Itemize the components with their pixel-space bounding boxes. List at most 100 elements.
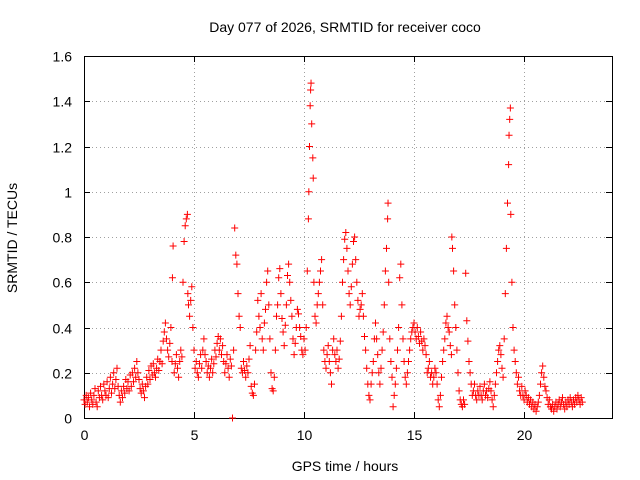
chart-title: Day 077 of 2026, SRMTID for receiver coc…: [209, 19, 481, 35]
data-point: [487, 387, 495, 395]
data-point: [463, 317, 471, 325]
data-point: [288, 312, 296, 320]
data-point: [491, 380, 499, 388]
data-point: [94, 387, 102, 395]
data-point: [90, 391, 98, 399]
data-point: [273, 312, 280, 320]
y-axis-label: SRMTID / TECUs: [4, 183, 20, 293]
data-point: [379, 328, 387, 336]
data-point: [508, 278, 516, 286]
data-point: [289, 335, 297, 343]
data-point: [425, 357, 433, 365]
data-point: [421, 342, 429, 350]
data-point: [279, 328, 287, 336]
data-point: [312, 319, 320, 327]
data-point: [170, 369, 178, 377]
data-point: [209, 369, 217, 377]
data-point: [131, 364, 139, 372]
data-point: [466, 369, 474, 377]
data-point: [109, 380, 117, 388]
data-point: [264, 267, 272, 275]
data-point: [385, 278, 393, 286]
data-point: [363, 364, 371, 372]
data-point: [103, 378, 111, 386]
data-point: [490, 391, 498, 399]
data-point: [350, 238, 357, 246]
data-point: [262, 305, 269, 313]
data-point: [315, 278, 323, 286]
data-point: [336, 337, 344, 345]
data-point: [339, 278, 346, 286]
data-point: [177, 346, 185, 354]
data-point: [185, 301, 192, 309]
data-point: [383, 244, 390, 252]
data-point: [345, 290, 353, 298]
data-point: [447, 351, 455, 359]
data-point: [121, 389, 129, 397]
data-point: [369, 357, 377, 365]
data-point: [163, 335, 170, 343]
data-point: [270, 373, 278, 381]
data-point: [127, 382, 135, 390]
data-point: [352, 256, 360, 264]
data-point: [471, 380, 478, 388]
data-point: [406, 346, 414, 354]
data-point: [386, 335, 394, 343]
data-point: [351, 233, 359, 241]
data-point: [424, 364, 432, 372]
data-point: [134, 369, 142, 377]
y-tick-label: 0.2: [53, 366, 73, 382]
data-point: [319, 301, 327, 309]
data-point: [506, 115, 514, 123]
axis-ticks: [84, 56, 612, 419]
data-point: [362, 346, 370, 354]
data-point: [284, 271, 291, 279]
data-point: [578, 398, 586, 406]
data-point: [374, 351, 382, 359]
data-point: [301, 346, 309, 354]
data-point: [577, 394, 585, 402]
data-point: [108, 389, 115, 397]
data-point: [442, 319, 450, 327]
data-point: [254, 296, 262, 304]
data-point: [378, 346, 386, 354]
data-point: [251, 380, 258, 388]
data-point: [346, 301, 354, 309]
data-point: [430, 373, 438, 381]
data-point: [255, 312, 263, 320]
data-point: [302, 324, 310, 331]
data-point: [199, 346, 207, 354]
data-point: [269, 387, 277, 395]
data-point: [540, 373, 548, 381]
data-point: [258, 335, 266, 343]
data-point: [496, 342, 504, 350]
data-point: [334, 364, 342, 372]
data-point: [202, 357, 210, 365]
data-point: [538, 369, 546, 377]
data-point: [113, 364, 121, 372]
data-point: [219, 342, 227, 350]
data-point: [505, 161, 513, 169]
data-point: [249, 391, 257, 399]
data-point: [221, 369, 229, 377]
tick-labels: 0 5 10 15 20 0 0.2 0.4 0.6 0.8 1 1.2 1.4 1.6: [53, 49, 533, 444]
data-point: [500, 335, 508, 343]
data-point: [515, 373, 522, 381]
data-point: [201, 351, 209, 359]
data-point: [223, 351, 231, 359]
data-point: [359, 312, 367, 320]
data-point: [150, 369, 158, 377]
data-point: [233, 260, 241, 268]
data-point: [232, 251, 240, 259]
data-point: [498, 364, 506, 372]
data-point: [125, 387, 133, 395]
data-point: [435, 403, 443, 411]
data-point: [243, 362, 251, 370]
x-tick-label: 0: [81, 427, 89, 443]
data-point: [285, 260, 293, 268]
data-point: [282, 301, 290, 309]
y-tick-label: 0: [64, 411, 72, 427]
data-point: [216, 335, 224, 343]
data-point: [303, 267, 311, 275]
data-point: [403, 369, 411, 377]
